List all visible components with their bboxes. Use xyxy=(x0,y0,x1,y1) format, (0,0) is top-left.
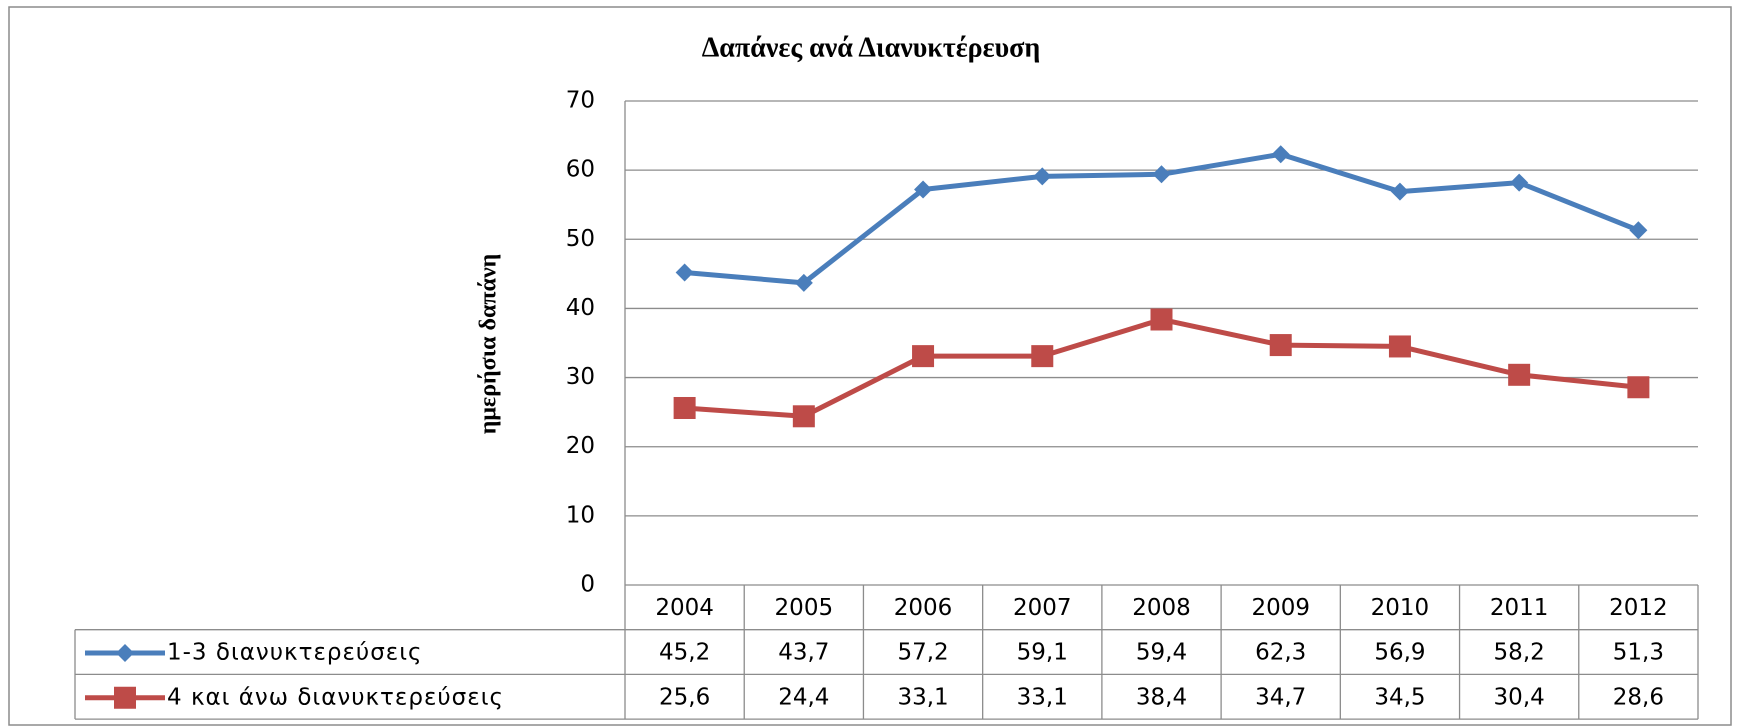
x-tick-label: 2010 xyxy=(1371,595,1430,621)
table-value: 33,1 xyxy=(897,684,948,710)
y-tick-label: 30 xyxy=(566,364,595,390)
data-point xyxy=(673,396,696,419)
data-point xyxy=(1510,173,1529,192)
y-tick-label: 0 xyxy=(580,572,595,598)
table-value: 34,7 xyxy=(1255,684,1306,710)
data-point xyxy=(1390,182,1409,201)
legend-marker xyxy=(116,644,134,663)
y-tick-label: 50 xyxy=(566,226,595,252)
table-value: 51,3 xyxy=(1613,640,1664,666)
data-point xyxy=(1031,345,1054,368)
data-point xyxy=(1627,376,1650,399)
table-value: 45,2 xyxy=(659,640,710,666)
x-tick-label: 2007 xyxy=(1013,595,1072,621)
table-value: 43,7 xyxy=(778,640,829,666)
legend-marker xyxy=(114,686,136,709)
y-tick-label: 40 xyxy=(566,295,595,321)
data-point xyxy=(792,405,815,428)
y-tick-label: 20 xyxy=(566,433,595,459)
data-point xyxy=(1388,335,1411,358)
x-tick-label: 2009 xyxy=(1251,595,1310,621)
data-point xyxy=(1269,334,1292,357)
data-point xyxy=(794,273,813,292)
table-value: 34,5 xyxy=(1374,684,1425,710)
table-value: 56,9 xyxy=(1374,640,1425,666)
table-value: 58,2 xyxy=(1494,640,1545,666)
data-point xyxy=(1629,221,1648,240)
table-value: 30,4 xyxy=(1494,684,1545,710)
table-value: 57,2 xyxy=(897,640,948,666)
data-point xyxy=(1508,363,1531,386)
x-tick-label: 2006 xyxy=(894,595,953,621)
y-tick-label: 70 xyxy=(566,88,595,114)
y-tick-label: 10 xyxy=(566,502,595,528)
legend-label: 1-3 διανυκτερεύσεις xyxy=(167,640,423,666)
data-point xyxy=(1150,308,1173,331)
table-value: 38,4 xyxy=(1136,684,1187,710)
table-value: 33,1 xyxy=(1017,684,1068,710)
x-tick-label: 2005 xyxy=(775,595,834,621)
data-point xyxy=(914,180,933,199)
table-value: 59,4 xyxy=(1136,640,1187,666)
x-tick-label: 2012 xyxy=(1609,595,1668,621)
data-point xyxy=(912,345,935,368)
table-value: 59,1 xyxy=(1017,640,1068,666)
x-tick-label: 2011 xyxy=(1490,595,1549,621)
x-tick-label: 2008 xyxy=(1132,595,1191,621)
legend-label: 4 και άνω διανυκτερεύσεις xyxy=(167,684,504,710)
y-axis-label: ημερήσια δαπάνη xyxy=(476,254,502,435)
chart-title: Δαπάνες ανά Διανυκτέρευση xyxy=(702,32,1041,63)
x-tick-label: 2004 xyxy=(655,595,714,621)
table-value: 24,4 xyxy=(778,684,829,710)
data-point xyxy=(1271,145,1290,164)
data-point xyxy=(1152,165,1171,184)
table-value: 28,6 xyxy=(1613,684,1664,710)
data-point xyxy=(675,263,694,282)
table-value: 25,6 xyxy=(659,684,710,710)
y-tick-label: 60 xyxy=(566,157,595,183)
chart-frame xyxy=(8,6,1732,726)
data-point xyxy=(1033,167,1052,186)
table-value: 62,3 xyxy=(1255,640,1306,666)
